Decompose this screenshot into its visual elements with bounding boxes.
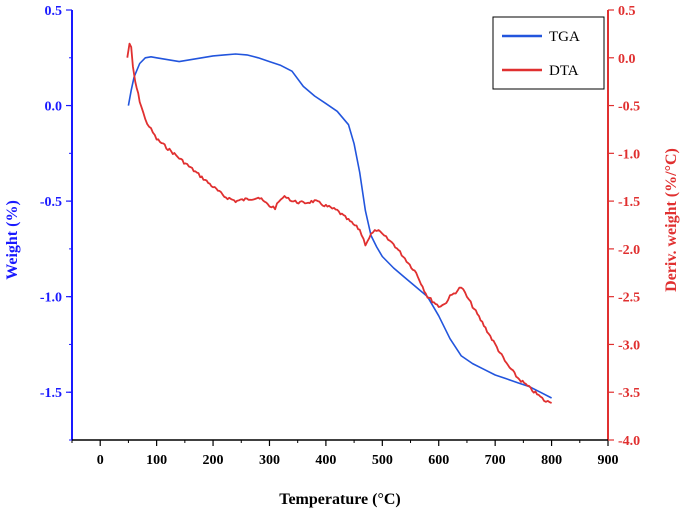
legend: TGA DTA (492, 16, 605, 90)
left-y-axis-ticks: 0.5 0.0 -0.5 -1.0 -1.5 (40, 4, 72, 441)
right-y-tick-label: -3.0 (618, 338, 640, 353)
series-line-dta (126, 42, 552, 404)
x-tick-label: 500 (372, 453, 393, 468)
left-y-tick-label: 0.5 (45, 4, 63, 19)
right-y-axis-title: Deriv. weight (%/°C) (663, 148, 680, 292)
right-y-tick-label: 0.0 (618, 52, 636, 67)
x-tick-label: 300 (259, 453, 280, 468)
right-y-tick-label: 0.5 (618, 4, 636, 19)
left-y-tick-label: -1.5 (40, 386, 62, 401)
x-tick-label: 200 (203, 453, 224, 468)
x-tick-label: 600 (428, 453, 449, 468)
right-y-tick-label: -3.5 (618, 386, 640, 401)
right-y-tick-label: -2.0 (618, 243, 640, 258)
right-y-tick-label: -1.5 (618, 195, 640, 210)
right-y-axis-ticks: 0.5 0.0 -0.5 -1.0 -1.5 -2.0 -2.5 -3.0 -3.5 -4.0 (608, 4, 640, 449)
left-y-tick-label: -0.5 (40, 195, 62, 210)
x-tick-label: 100 (146, 453, 167, 468)
right-y-tick-label: -1.0 (618, 147, 640, 162)
right-y-tick-label: -2.5 (618, 291, 640, 306)
x-tick-label: 0 (97, 453, 104, 468)
right-y-tick-label: -0.5 (618, 100, 640, 115)
legend-label-dta: DTA (549, 63, 579, 79)
series-line-tga (127, 53, 552, 399)
x-tick-label: 700 (485, 453, 506, 468)
x-tick-label: 900 (598, 453, 619, 468)
legend-label-tga: TGA (549, 29, 580, 45)
x-tick-label: 400 (315, 453, 336, 468)
left-y-axis-title: Weight (%) (4, 200, 21, 280)
left-y-tick-label: -1.0 (40, 291, 62, 306)
right-y-tick-label: -4.0 (618, 434, 640, 449)
legend-box (492, 16, 605, 90)
left-y-tick-label: 0.0 (45, 100, 63, 115)
x-tick-label: 800 (541, 453, 562, 468)
x-axis-title: Temperature (°C) (279, 491, 400, 508)
series-layer (126, 42, 552, 404)
x-axis-ticks: 0 100 200 300 400 500 600 700 800 900 (71, 440, 619, 468)
plot-frame (71, 10, 609, 441)
